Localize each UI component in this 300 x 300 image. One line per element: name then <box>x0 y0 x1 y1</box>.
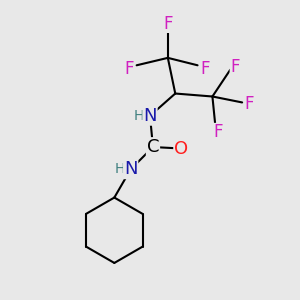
Text: H: H <box>134 109 144 123</box>
Text: F: F <box>163 15 172 33</box>
Text: F: F <box>214 123 223 141</box>
Text: F: F <box>230 58 239 76</box>
Text: F: F <box>200 60 210 78</box>
Text: F: F <box>245 95 254 113</box>
Text: N: N <box>143 107 157 125</box>
Text: N: N <box>124 160 137 178</box>
Text: F: F <box>124 60 134 78</box>
Text: H: H <box>114 162 124 176</box>
Text: C: C <box>147 138 159 156</box>
Text: O: O <box>174 140 188 158</box>
